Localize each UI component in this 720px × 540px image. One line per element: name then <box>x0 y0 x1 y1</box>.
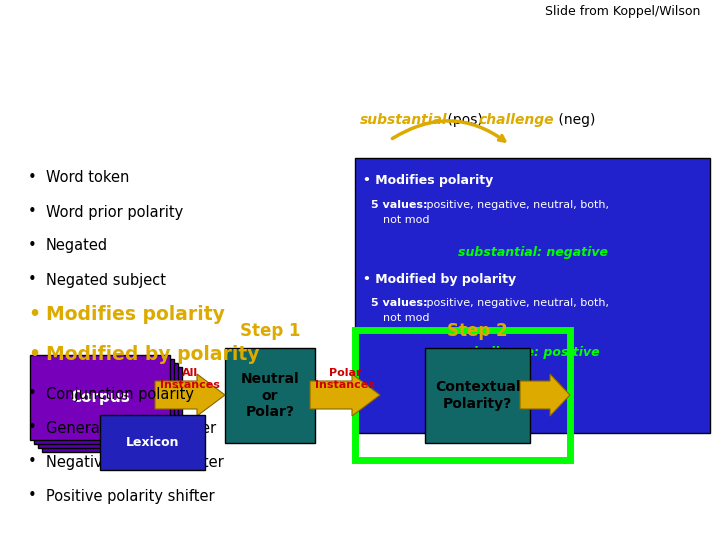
Text: 5 values:: 5 values: <box>371 200 428 210</box>
Text: •: • <box>28 273 37 287</box>
Text: Neutral
or
Polar?: Neutral or Polar? <box>240 372 300 418</box>
Text: Modifies polarity: Modifies polarity <box>46 305 225 323</box>
Text: Step 1: Step 1 <box>240 322 300 340</box>
Text: Step 2: Step 2 <box>447 322 508 340</box>
Polygon shape <box>520 374 570 416</box>
Text: not mod: not mod <box>383 215 430 225</box>
FancyBboxPatch shape <box>355 158 710 433</box>
FancyBboxPatch shape <box>425 348 530 443</box>
Text: Corpus: Corpus <box>70 390 130 405</box>
FancyBboxPatch shape <box>30 355 170 440</box>
Text: (neg): (neg) <box>554 113 595 127</box>
Text: All
Instances: All Instances <box>160 368 220 390</box>
Text: substantial: substantial <box>360 113 448 127</box>
Text: challenge: challenge <box>478 113 554 127</box>
Text: •: • <box>28 205 37 219</box>
FancyBboxPatch shape <box>100 415 205 470</box>
FancyBboxPatch shape <box>42 367 182 452</box>
Polygon shape <box>310 374 380 416</box>
Text: Negated: Negated <box>46 239 108 253</box>
Text: Word prior polarity: Word prior polarity <box>46 205 184 219</box>
Text: • Modified by polarity: • Modified by polarity <box>363 273 516 286</box>
Text: Polar
Instances: Polar Instances <box>315 368 375 390</box>
Text: Positive polarity shifter: Positive polarity shifter <box>46 489 215 503</box>
Text: substantial: negative: substantial: negative <box>457 246 608 259</box>
Text: •: • <box>28 387 37 402</box>
Text: Negative polarity shifter: Negative polarity shifter <box>46 455 224 469</box>
Text: General polarity shifter: General polarity shifter <box>46 421 216 435</box>
Text: Lexicon: Lexicon <box>126 436 179 449</box>
Text: Word token: Word token <box>46 171 130 186</box>
Text: Conjunction polarity: Conjunction polarity <box>46 387 194 402</box>
Text: •: • <box>28 345 40 363</box>
FancyBboxPatch shape <box>34 359 174 444</box>
FancyBboxPatch shape <box>225 348 315 443</box>
Text: (pos): (pos) <box>443 113 487 127</box>
Text: Negated subject: Negated subject <box>46 273 166 287</box>
Text: 5 values:: 5 values: <box>371 298 428 308</box>
Text: • Modifies polarity: • Modifies polarity <box>363 174 493 187</box>
Text: Slide from Koppel/Wilson: Slide from Koppel/Wilson <box>544 5 700 18</box>
Text: •: • <box>28 421 37 435</box>
Text: positive, negative, neutral, both,: positive, negative, neutral, both, <box>423 298 609 308</box>
Text: •: • <box>28 455 37 469</box>
Text: •: • <box>28 305 40 323</box>
Text: •: • <box>28 239 37 253</box>
Text: •: • <box>28 171 37 186</box>
Text: •: • <box>28 489 37 503</box>
Text: positive, negative, neutral, both,: positive, negative, neutral, both, <box>423 200 609 210</box>
Text: Modified by polarity: Modified by polarity <box>46 345 259 363</box>
Text: not mod: not mod <box>383 313 430 323</box>
Polygon shape <box>155 374 225 416</box>
FancyBboxPatch shape <box>38 363 178 448</box>
Text: challenge: positive: challenge: positive <box>466 346 599 359</box>
Text: Contextual
Polarity?: Contextual Polarity? <box>435 380 521 410</box>
